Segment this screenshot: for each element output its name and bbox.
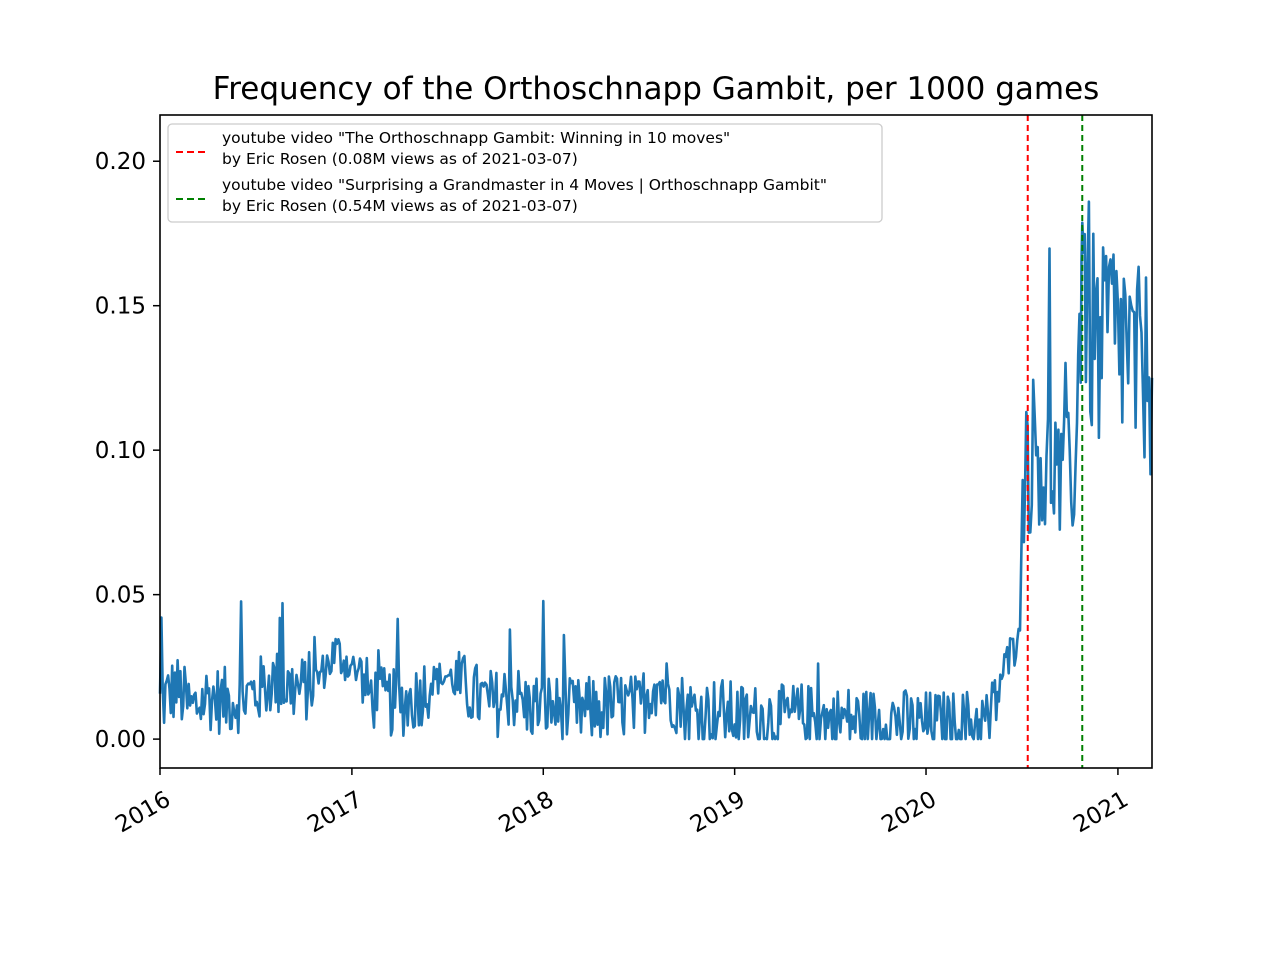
x-tick-label: 2017 [303,787,367,839]
chart-title: Frequency of the Orthoschnapp Gambit, pe… [213,71,1100,107]
legend: youtube video "The Orthoschnapp Gambit: … [167,123,883,223]
y-axis: 0.00 0.05 0.10 0.15 0.20 [95,149,160,753]
y-tick-label: 0.00 [95,727,146,753]
series-line-0 [158,200,1154,741]
legend-box [167,123,883,223]
x-tick-label: 2016 [111,787,175,839]
y-tick-label: 0.05 [95,583,146,609]
y-tick-label: 0.20 [95,149,146,175]
x-tick-label: 2018 [495,787,559,839]
legend-video1-line2: by Eric Rosen (0.08M views as of 2021-03… [222,150,578,168]
legend-video2-line2: by Eric Rosen (0.54M views as of 2021-03… [222,197,578,215]
x-tick-label: 2021 [1069,787,1133,839]
y-tick-label: 0.15 [95,294,146,320]
y-tick-label: 0.10 [95,438,146,464]
axes-frame [159,114,1153,769]
legend-video1-line1: youtube video "The Orthoschnapp Gambit: … [222,129,730,147]
legend-video2-line1: youtube video "Surprising a Grandmaster … [222,176,827,194]
x-axis: 2016 2017 2018 2019 2020 2021 [111,768,1133,838]
x-tick-label: 2019 [686,787,750,839]
plot-area [158,115,1154,768]
x-tick-label: 2020 [877,787,941,839]
